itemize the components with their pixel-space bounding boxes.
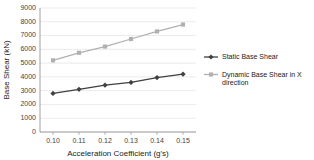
y-tick-label: 2000: [20, 100, 36, 107]
series-line: [53, 25, 183, 61]
chart: 0 1000 2000 3000 4000 5000 6000 7000 8000 9000 0.1…: [0, 0, 314, 160]
series-line: [53, 74, 183, 93]
legend: Static Base Shear Dynamic Base Shear in X…: [204, 53, 302, 86]
y-tick-label: 9000: [20, 4, 36, 11]
grid-line: [40, 132, 196, 133]
legend-label-line: Dynamic Base Shear in X: [222, 70, 302, 78]
y-tick-label: 7000: [20, 31, 36, 38]
x-tick-label: 0.13: [124, 137, 138, 144]
point: [76, 87, 81, 92]
legend-label: Dynamic Base Shear in Xdirection: [222, 70, 302, 86]
point: [51, 58, 55, 62]
x-tick: [183, 132, 184, 135]
x-tick-label: 0.15: [176, 137, 190, 144]
x-axis: [40, 132, 196, 133]
grid-line: [40, 118, 196, 119]
grid-line: [40, 76, 196, 77]
point: [128, 80, 133, 85]
point: [129, 37, 133, 41]
x-tick-label: 0.10: [46, 137, 60, 144]
y-tick-label: 6000: [20, 45, 36, 52]
x-tick-label: 0.14: [150, 137, 164, 144]
point: [181, 22, 185, 26]
x-tick: [157, 132, 158, 135]
x-tick-label: 0.11: [72, 137, 85, 144]
legend-label-line: Static Base Shear: [222, 53, 279, 60]
grid-line: [40, 21, 196, 22]
point: [50, 91, 55, 96]
legend-marker: [209, 72, 213, 76]
y-tick-label: 4000: [20, 73, 36, 80]
grid-line: [40, 8, 196, 9]
legend-marker: [208, 54, 213, 59]
x-tick: [53, 132, 54, 135]
point: [77, 51, 81, 55]
point: [180, 72, 185, 77]
point: [154, 75, 159, 80]
legend-label: Static Base Shear: [222, 53, 279, 60]
x-tick-label: 0.12: [98, 137, 112, 144]
point: [103, 44, 107, 48]
y-tick-label: 3000: [20, 87, 36, 94]
point: [155, 29, 159, 33]
plot-data: [50, 22, 185, 96]
legend-label-line: direction: [222, 79, 249, 86]
point: [102, 83, 107, 88]
y-tick-label: 5000: [20, 59, 36, 66]
grid-line: [40, 90, 196, 91]
grid-line: [40, 63, 196, 64]
y-tick-label: 1000: [20, 114, 36, 121]
x-tick: [131, 132, 132, 135]
grid-line: [40, 35, 196, 36]
y-axis: [40, 8, 41, 132]
y-axis-label: Base Shear (kN): [2, 40, 11, 99]
y-tick-label: 0: [32, 128, 36, 135]
x-tick: [79, 132, 80, 135]
x-tick: [105, 132, 106, 135]
x-axis-label: Acceleration Coefficient (g's): [67, 149, 169, 158]
grid-line: [40, 49, 196, 50]
grid-line: [40, 104, 196, 105]
y-tick-label: 8000: [20, 18, 36, 25]
